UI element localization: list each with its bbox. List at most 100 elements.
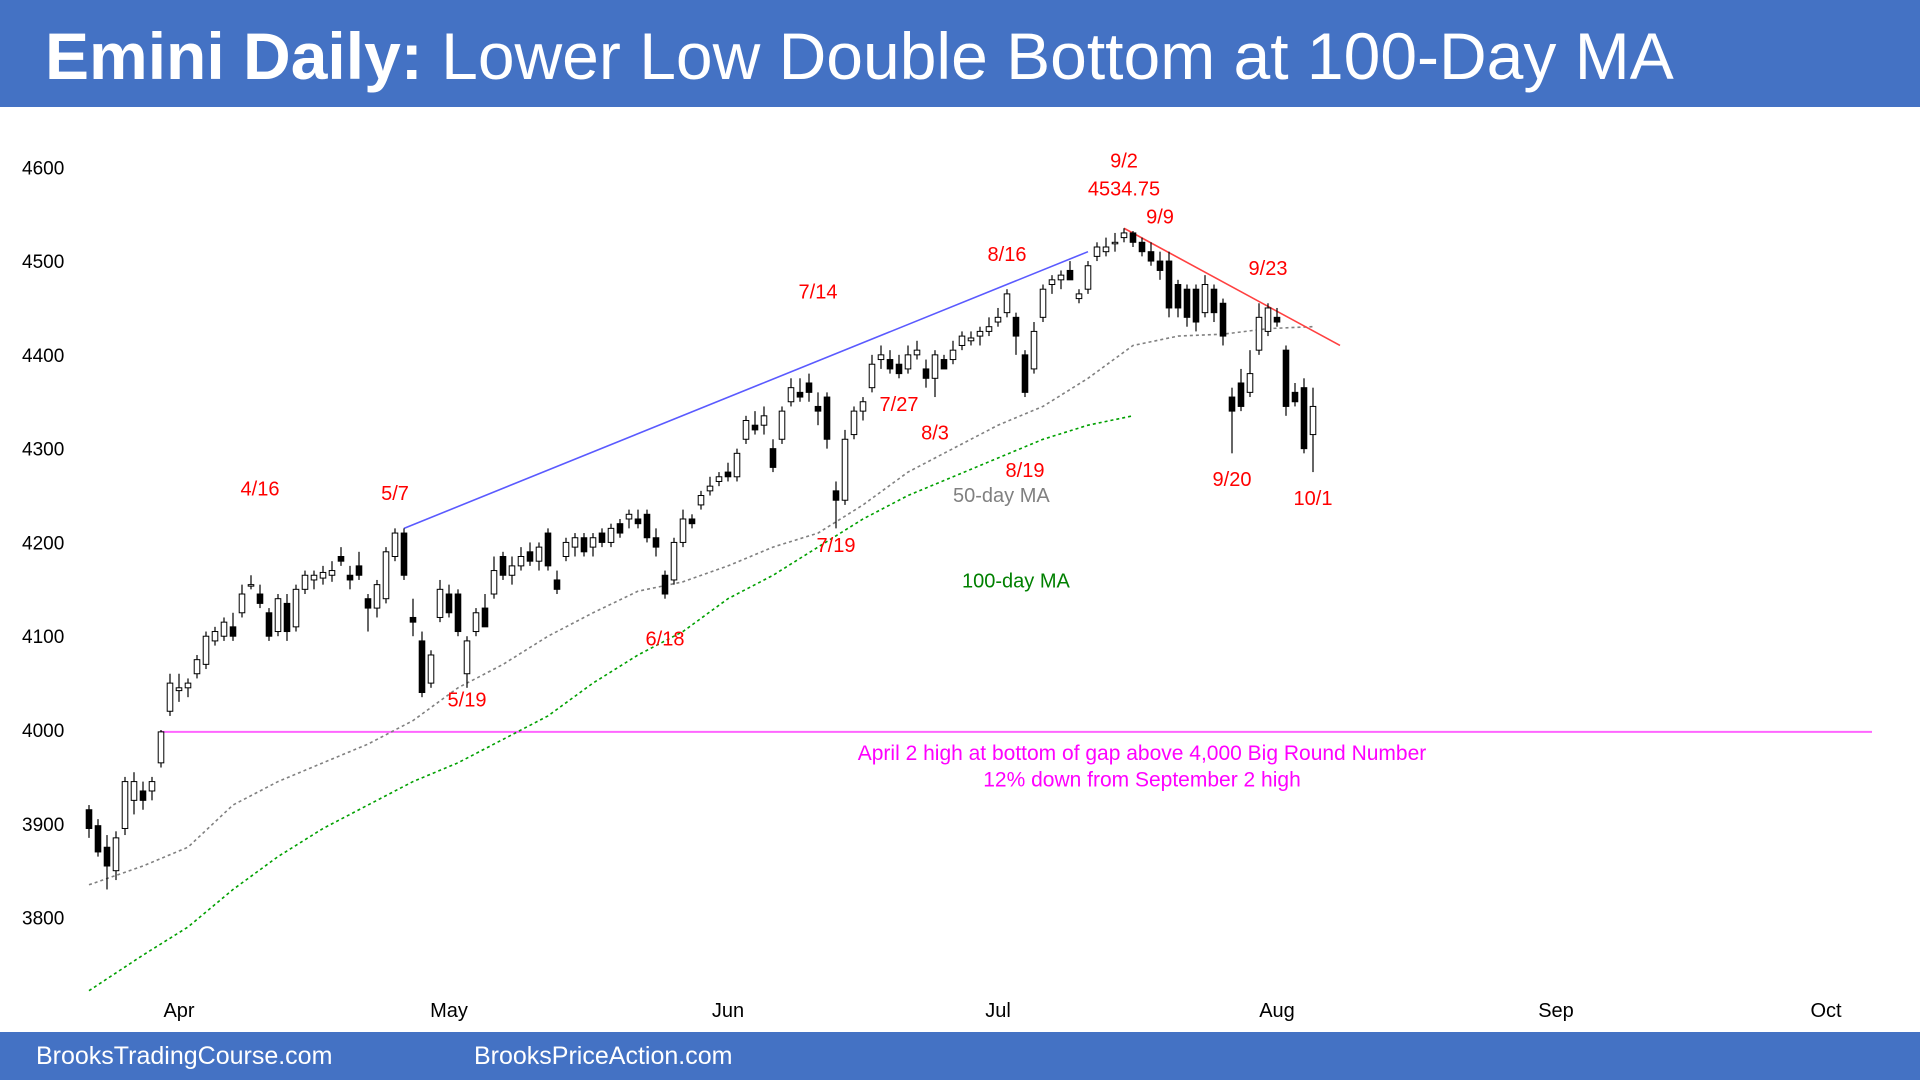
candle-body xyxy=(652,537,660,548)
candle-body xyxy=(346,574,354,581)
candle-body xyxy=(760,415,768,426)
candle-body xyxy=(535,546,543,562)
footer-link-right[interactable]: BrooksPriceAction.com xyxy=(474,1042,733,1070)
date-annotation: 9/2 xyxy=(1110,150,1138,172)
candle-body xyxy=(418,640,426,693)
candle-body xyxy=(1300,387,1308,450)
candle-body xyxy=(1264,307,1272,332)
candle-body xyxy=(1282,349,1290,407)
candle-body xyxy=(310,574,318,581)
candle-body xyxy=(805,382,813,393)
footer-link-left[interactable]: BrooksTradingCourse.com xyxy=(36,1042,333,1070)
candle-body xyxy=(256,593,264,604)
candle-body xyxy=(517,556,525,567)
x-tick-label: Oct xyxy=(1810,1000,1842,1022)
x-tick-label: Jul xyxy=(985,1000,1011,1022)
date-annotation: 7/19 xyxy=(817,535,856,557)
candle-body xyxy=(130,781,138,801)
ma100-line xyxy=(88,415,1134,992)
candle-body xyxy=(922,368,930,379)
candle-body xyxy=(661,574,669,595)
y-tick-label: 4100 xyxy=(22,627,64,648)
candle-body xyxy=(796,391,804,398)
candle-body xyxy=(1165,260,1173,309)
candle-body xyxy=(193,659,201,675)
candle-body xyxy=(562,541,570,558)
date-annotation: 8/3 xyxy=(921,422,949,444)
candle-body xyxy=(706,485,714,492)
x-tick-label: Jun xyxy=(712,1000,744,1022)
y-tick-label: 4500 xyxy=(22,252,64,273)
candle-body xyxy=(553,579,561,590)
gap-note: April 2 high at bottom of gap above 4,00… xyxy=(858,742,1427,765)
candle-body xyxy=(733,452,741,478)
candle-body xyxy=(1192,288,1200,323)
candle-body xyxy=(472,612,480,633)
y-tick-label: 4600 xyxy=(22,158,64,179)
candle-body xyxy=(742,420,750,440)
candle-body xyxy=(634,518,642,525)
candle-body xyxy=(850,410,858,436)
candle-body xyxy=(544,532,552,567)
candle-body xyxy=(679,518,687,543)
candle-body xyxy=(94,825,102,853)
title-bold: Emini Daily: xyxy=(45,19,423,93)
date-annotation: 9/9 xyxy=(1146,207,1174,229)
candle-body xyxy=(409,616,417,623)
candle-body xyxy=(319,571,327,579)
candle-body xyxy=(1201,284,1209,314)
candle-body xyxy=(328,570,336,576)
candle-body xyxy=(859,401,867,412)
date-annotation: 9/20 xyxy=(1213,469,1252,491)
candle-body xyxy=(175,687,183,692)
candle-body xyxy=(832,490,840,501)
x-tick-label: Aug xyxy=(1259,1000,1295,1022)
candle-body xyxy=(1273,316,1281,323)
footer-bar: BrooksTradingCourse.com BrooksPriceActio… xyxy=(0,1032,1920,1080)
candle-body xyxy=(499,556,507,576)
candle-body xyxy=(1084,265,1092,290)
candle-body xyxy=(886,359,894,370)
candle-body xyxy=(103,846,111,867)
date-annotation: 8/19 xyxy=(1006,460,1045,482)
candle-body xyxy=(454,593,462,633)
candle-body xyxy=(355,565,363,576)
candle-body xyxy=(670,541,678,581)
ma50-label: 50-day MA xyxy=(953,485,1050,507)
candle-body xyxy=(580,537,588,553)
candle-body xyxy=(112,837,120,872)
candle-body xyxy=(994,316,1002,323)
candle-body xyxy=(877,354,885,361)
candle-body xyxy=(121,781,129,829)
candle-body xyxy=(1057,274,1065,281)
candle-body xyxy=(364,598,372,609)
candle-body xyxy=(148,781,156,792)
candle-body xyxy=(166,682,174,712)
candle-body xyxy=(841,438,849,501)
x-tick-label: Sep xyxy=(1538,1000,1574,1022)
candle-body xyxy=(1237,382,1245,407)
candle-body xyxy=(211,631,219,642)
candle-body xyxy=(895,363,903,375)
candle-body xyxy=(1120,232,1128,239)
candle-body xyxy=(157,731,165,764)
candle-body xyxy=(913,349,921,356)
candle-body xyxy=(967,337,975,342)
candle-body xyxy=(625,513,633,520)
candle-body xyxy=(1228,396,1236,412)
candle-body xyxy=(724,471,732,478)
candle-body xyxy=(247,584,255,587)
ma50-line xyxy=(88,325,1314,886)
candle-body xyxy=(490,570,498,595)
candle-body xyxy=(445,593,453,614)
y-tick-label: 3800 xyxy=(22,909,64,930)
candle-body xyxy=(1066,269,1074,281)
candle-body xyxy=(697,495,705,506)
candle-body xyxy=(769,448,777,468)
title-rest: Lower Low Double Bottom at 100-Day MA xyxy=(441,19,1674,93)
candle-body xyxy=(526,551,534,562)
date-annotation: 5/7 xyxy=(381,483,409,505)
candle-body xyxy=(1129,232,1137,243)
y-tick-label: 4400 xyxy=(22,346,64,367)
date-annotation: 10/1 xyxy=(1294,488,1333,510)
